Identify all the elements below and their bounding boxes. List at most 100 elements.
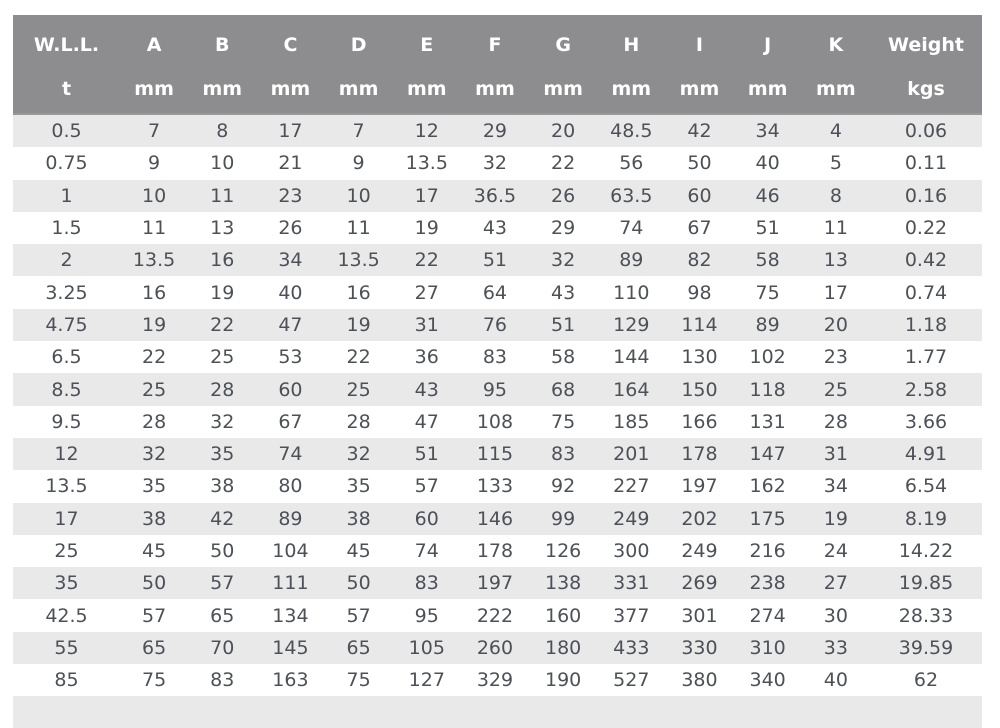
- table-cell: 222: [460, 599, 530, 632]
- table-cell: 330: [665, 631, 734, 665]
- table-cell: 98: [665, 276, 734, 309]
- table-cell: 185: [597, 405, 666, 438]
- table-cell: 76: [460, 308, 530, 342]
- table-cell: [529, 696, 598, 728]
- table-header: W.L.L. A B C D E F G H I J K Weight t mm mm mm mm mm mm mm m…: [13, 15, 982, 115]
- table-row: 0.75 9 10 21 9 13.5 32 22 56 50 40 5 0.11: [13, 147, 982, 180]
- column-header-g: G: [529, 15, 598, 71]
- table-cell: 0.75: [13, 147, 120, 180]
- table-row: 85 75 83 163 75 127 329 190 527 380 340 40 62: [13, 664, 982, 697]
- table-cell: 22: [529, 147, 598, 180]
- table-cell: 131: [733, 405, 802, 438]
- column-header-h: H: [597, 15, 666, 71]
- table-cell: 58: [733, 244, 802, 277]
- table-row: 1 10 11 23 10 17 36.5 26 63.5 60 46 8 0.16: [13, 179, 982, 212]
- table-cell: 35: [13, 567, 120, 600]
- table-cell: 16: [188, 244, 257, 277]
- table-cell: 40: [733, 147, 802, 180]
- table-cell: 35: [120, 470, 189, 503]
- table-cell: 34: [256, 244, 325, 277]
- table-cell: 32: [324, 437, 393, 471]
- table-cell: 111: [256, 567, 325, 600]
- table-cell: 85: [13, 664, 120, 697]
- table-cell: 64: [460, 276, 530, 309]
- table-cell: 110: [597, 276, 666, 309]
- table-cell: 22: [188, 308, 257, 342]
- table-row: 1.5 11 13 26 11 19 43 29 74 67 51 11 0.22: [13, 211, 982, 245]
- table-cell: 13.5: [324, 244, 393, 277]
- table-cell: 0.5: [13, 114, 120, 148]
- column-header-wll: W.L.L.: [13, 15, 120, 71]
- column-unit-7: mm: [529, 71, 598, 115]
- table-cell: [13, 696, 120, 728]
- column-header-d: D: [324, 15, 393, 71]
- table-cell: 14.22: [870, 534, 982, 568]
- table-cell: 21: [256, 147, 325, 180]
- table-cell: [324, 696, 393, 728]
- table-cell: 11: [801, 211, 870, 245]
- table-cell: 25: [324, 373, 393, 406]
- table-cell: 0.16: [870, 179, 982, 212]
- table-cell: 0.42: [870, 244, 982, 277]
- table-cell: 4: [801, 114, 870, 148]
- table-cell: 11: [324, 211, 393, 245]
- table-cell: 260: [460, 631, 530, 665]
- table-cell: 83: [188, 664, 257, 697]
- table-cell: 329: [460, 664, 530, 697]
- table-cell: 5: [801, 147, 870, 180]
- table-cell: 28.33: [870, 599, 982, 632]
- table-cell: 75: [120, 664, 189, 697]
- table-cell: 65: [188, 599, 257, 632]
- table-cell: 40: [256, 276, 325, 309]
- table-cell: 300: [597, 534, 666, 568]
- table-cell: 216: [733, 534, 802, 568]
- table-cell: 8: [801, 179, 870, 212]
- table-cell: 57: [120, 599, 189, 632]
- table-cell: 65: [120, 631, 189, 665]
- table-cell: 238: [733, 567, 802, 600]
- column-header-e: E: [392, 15, 461, 71]
- table-cell: 27: [392, 276, 461, 309]
- column-unit-12: kgs: [870, 71, 982, 115]
- table-cell: 43: [460, 211, 530, 245]
- table-cell: 144: [597, 341, 666, 374]
- table-cell: 57: [392, 470, 461, 503]
- table-cell: 11: [120, 211, 189, 245]
- table-cell: 74: [256, 437, 325, 471]
- table-cell: 6.54: [870, 470, 982, 503]
- column-unit-5: mm: [392, 71, 461, 115]
- table-cell: 16: [324, 276, 393, 309]
- column-unit-4: mm: [324, 71, 393, 115]
- table-cell: 13.5: [392, 147, 461, 180]
- column-unit-2: mm: [188, 71, 257, 115]
- table-cell: 9.5: [13, 405, 120, 438]
- table-cell: 129: [597, 308, 666, 342]
- table-cell: [665, 696, 734, 728]
- table-cell: 13: [188, 211, 257, 245]
- table-cell: 19: [120, 308, 189, 342]
- table-cell: 42: [665, 114, 734, 148]
- table-cell: 89: [256, 502, 325, 535]
- table-cell: 20: [529, 114, 598, 148]
- table-cell: 0.06: [870, 114, 982, 148]
- table-cell: 19: [188, 276, 257, 309]
- table-cell: 227: [597, 470, 666, 503]
- table-cell: 25: [13, 534, 120, 568]
- table-cell: 89: [733, 308, 802, 342]
- table-cell: 202: [665, 502, 734, 535]
- table-cell: 19: [392, 211, 461, 245]
- table-cell: 31: [801, 437, 870, 471]
- table-cell: 0.22: [870, 211, 982, 245]
- table-cell: 13.5: [13, 470, 120, 503]
- table-cell: 25: [188, 341, 257, 374]
- table-cell: 6.5: [13, 341, 120, 374]
- table-row: 55 65 70 145 65 105 260 180 433 330 310 33 39.59: [13, 631, 982, 665]
- table-cell: 34: [733, 114, 802, 148]
- table-cell: [188, 696, 257, 728]
- table-cell: [392, 696, 461, 728]
- table-cell: [256, 696, 325, 728]
- table-cell: 10: [324, 179, 393, 212]
- table-cell: 68: [529, 373, 598, 406]
- table-cell: 22: [324, 341, 393, 374]
- table-cell: [120, 696, 189, 728]
